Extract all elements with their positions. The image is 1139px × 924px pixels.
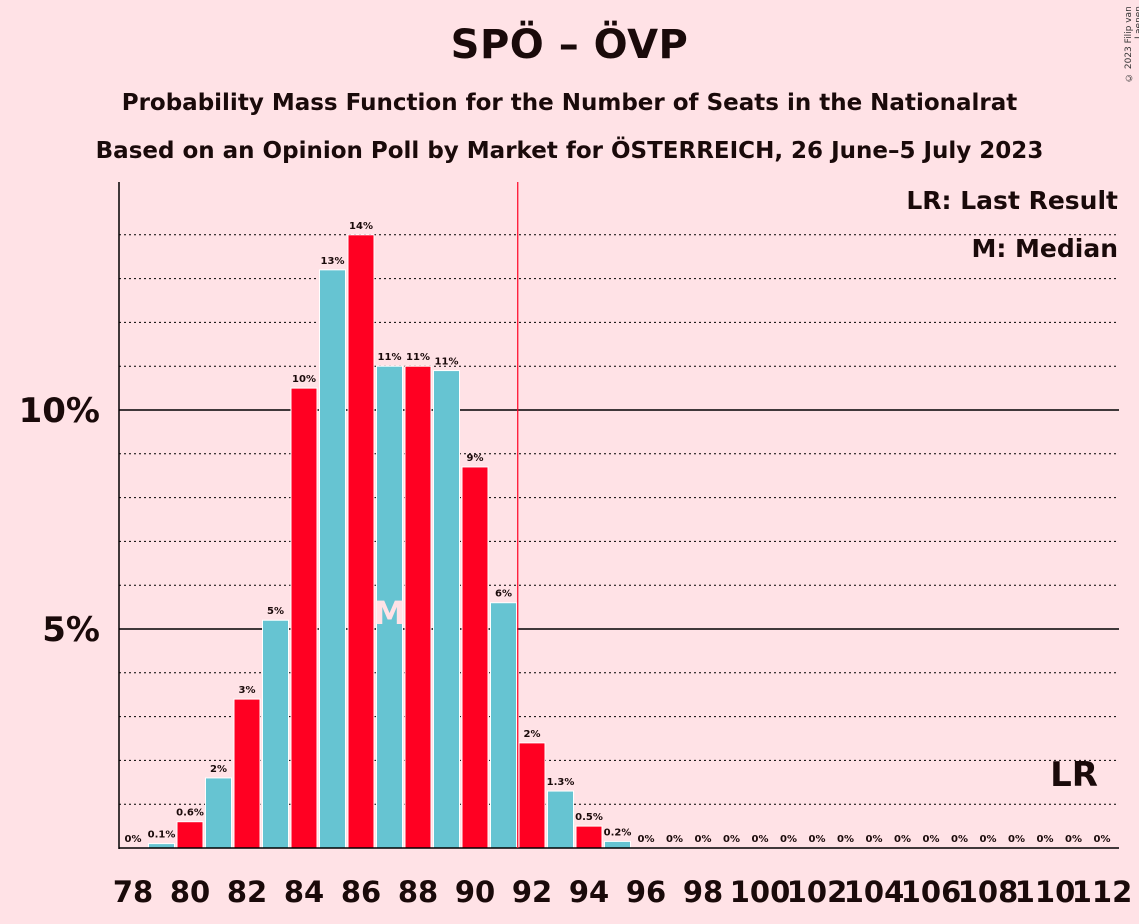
bar-92 [518, 742, 546, 849]
x-tick-label: 106 [901, 875, 962, 909]
x-tick-label: 94 [569, 875, 609, 909]
bar-86 [347, 234, 375, 849]
x-tick-label: 80 [170, 875, 210, 909]
y-tick-label: 10% [19, 391, 100, 431]
x-tick-label: 104 [844, 875, 905, 909]
x-tick-label: 90 [455, 875, 495, 909]
data-label: 9% [467, 453, 484, 464]
x-tick-label: 78 [113, 875, 153, 909]
data-label: 0% [866, 834, 883, 845]
bar-95 [604, 840, 631, 849]
bar-80 [176, 821, 204, 849]
data-label: 0% [125, 834, 142, 845]
data-label: 5% [267, 606, 284, 617]
x-tick-label: 82 [227, 875, 267, 909]
bar-89 [433, 370, 460, 849]
bar-91 [490, 602, 517, 849]
data-label: 0% [666, 834, 683, 845]
bar-87 [376, 365, 403, 849]
bar-85 [319, 269, 346, 849]
data-label: 13% [321, 256, 345, 267]
data-label: 3% [239, 685, 256, 696]
last-result-marker: LR [1050, 755, 1098, 795]
data-label: 6% [495, 589, 512, 600]
data-label: 0% [837, 834, 854, 845]
data-label: 11% [435, 357, 459, 368]
x-tick-label: 92 [512, 875, 552, 909]
markers: M LR [374, 182, 1098, 848]
x-tick-label: 110 [1015, 875, 1076, 909]
bars [148, 234, 631, 849]
data-label: 0% [638, 834, 655, 845]
legend-entry: M: Median [971, 234, 1118, 263]
data-label: 0.2% [604, 827, 632, 838]
chart-title: SPÖ – ÖVP [450, 22, 689, 68]
y-tick-label: 5% [42, 610, 100, 650]
data-label: 0.1% [148, 830, 176, 841]
data-label: 0.6% [176, 808, 204, 819]
data-label: 0% [695, 834, 712, 845]
x-axis-ticks: 78 80 82 84 86 88 90 92 94 96 98 100102104106108110… [113, 875, 1132, 909]
data-label: 0% [1037, 834, 1054, 845]
data-label: 11% [378, 352, 402, 363]
median-marker: M [374, 594, 406, 632]
data-label: 0% [780, 834, 797, 845]
data-label: 0% [923, 834, 940, 845]
bar-90 [461, 466, 489, 849]
data-label: 2% [524, 729, 541, 740]
y-axis-ticks: 5% 10% [19, 391, 100, 650]
data-label: 0% [951, 834, 968, 845]
chart-source-line: Based on an Opinion Poll by Market for Ö… [95, 138, 1044, 164]
chart-subtitle: Probability Mass Function for the Number… [121, 90, 1018, 116]
data-label: 0% [980, 834, 997, 845]
data-label: 0% [1008, 834, 1025, 845]
data-label: 2% [210, 764, 227, 775]
x-tick-label: 102 [787, 875, 848, 909]
data-label: 0% [1065, 834, 1082, 845]
bar-84 [290, 387, 318, 849]
data-label: 0.5% [575, 812, 603, 823]
data-label: 1.3% [547, 777, 575, 788]
legend-entry: LR: Last Result [906, 186, 1118, 215]
x-tick-label: 108 [958, 875, 1019, 909]
legend: LR: Last Result M: Median [906, 186, 1118, 263]
data-label: 0% [723, 834, 740, 845]
bar-83 [262, 619, 289, 849]
x-tick-label: 98 [683, 875, 723, 909]
data-labels: 0% 0.1%0.6% 2% 3% 5% 10% 13% 14% 11% 11% 11% 9% 6% 2%… [125, 221, 1111, 845]
data-label: 14% [349, 221, 373, 232]
x-tick-label: 88 [398, 875, 438, 909]
x-tick-label: 112 [1072, 875, 1133, 909]
data-label: 10% [292, 374, 316, 385]
bar-82 [233, 698, 261, 849]
data-label: 0% [752, 834, 769, 845]
data-label: 0% [1094, 834, 1111, 845]
x-tick-label: 96 [626, 875, 666, 909]
bar-93 [547, 790, 574, 849]
x-tick-label: 100 [730, 875, 791, 909]
bar-81 [205, 777, 232, 849]
x-tick-label: 86 [341, 875, 381, 909]
data-label: 0% [809, 834, 826, 845]
bar-94 [575, 825, 603, 849]
data-label: 11% [406, 352, 430, 363]
bar-88 [404, 365, 432, 849]
data-label: 0% [894, 834, 911, 845]
x-tick-label: 84 [284, 875, 324, 909]
